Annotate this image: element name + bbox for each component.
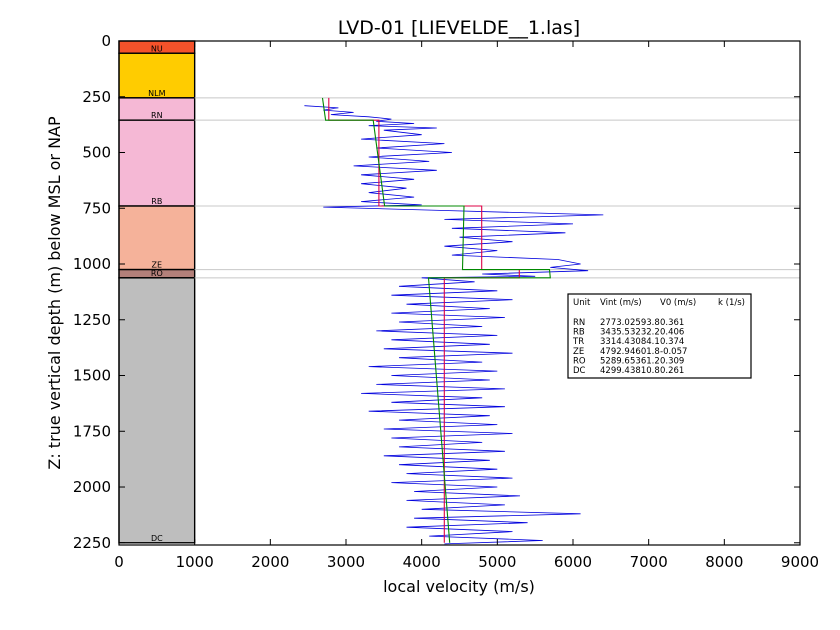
x-tick-label: 5000	[478, 553, 516, 571]
y-tick-label: 1250	[73, 311, 111, 329]
axis-ticks: 0 1000 2000 3000 4000 5000 6000 7000 8000 9000 0 25…	[73, 32, 819, 571]
velocity-table-header: Unit	[573, 298, 591, 308]
y-axis-title: Z: true vertical depth (m) below MSL or …	[45, 116, 64, 470]
y-tick-label: 750	[82, 199, 111, 217]
x-tick-label: 0	[114, 553, 124, 571]
series-layer	[304, 97, 604, 545]
velocity-table-cell: TR	[572, 337, 584, 347]
velocity-table-box	[567, 293, 752, 379]
strat-label-rn: RN	[151, 111, 163, 120]
strat-label-nlm: NLM	[148, 89, 165, 98]
y-tick-label: 1750	[73, 422, 111, 440]
velocity-table-cell: 3084.1	[630, 337, 660, 347]
strat-label-ro: RO	[151, 269, 163, 278]
series-line-1	[304, 105, 604, 545]
y-tick-label: 2000	[73, 478, 111, 496]
velocity-table-cell: 5361.2	[630, 356, 660, 366]
y-tick-label: 250	[82, 88, 111, 106]
strat-label-dc: DC	[151, 534, 163, 543]
chart-title: LVD-01 [LIEVELDE__1.las]	[338, 17, 580, 39]
velocity-table-cell: ZE	[573, 347, 584, 357]
x-tick-label: 8000	[705, 553, 743, 571]
velocity-table-cell: RO	[573, 356, 586, 366]
velocity-table-cell: -0.057	[660, 347, 687, 357]
velocity-table-cell: 4792.9	[600, 347, 630, 357]
velocity-table: Unit Vint (m/s) V0 (m/s) k (1/s) RN 2773.0 259…	[567, 293, 752, 379]
strat-label-ze: ZE	[152, 261, 163, 270]
velocity-table-cell: 3435.5	[600, 328, 630, 338]
x-axis-title: local velocity (m/s)	[383, 577, 535, 596]
strat-unit-nlm	[118, 52, 196, 99]
y-tick-label: 2250	[73, 534, 111, 552]
velocity-table-header: V0 (m/s)	[660, 298, 696, 308]
x-tick-label: 4000	[403, 553, 441, 571]
series-line-3	[321, 97, 551, 543]
x-tick-label: 1000	[176, 553, 214, 571]
y-tick-label: 500	[82, 144, 111, 162]
velocity-table-cell: 3810.8	[630, 366, 660, 376]
velocity-table-cell: DC	[573, 366, 586, 376]
plot-frame	[118, 40, 801, 546]
x-tick-label: 2000	[251, 553, 289, 571]
velocity-table-cell: RN	[573, 318, 585, 328]
y-tick-label: 1000	[73, 255, 111, 273]
strat-unit-rb	[118, 119, 196, 207]
y-tick-label: 1500	[73, 367, 111, 385]
velocity-table-cell: 5289.6	[600, 356, 630, 366]
velocity-table-cell: 0.261	[660, 366, 684, 376]
velocity-table-cell: 3232.2	[630, 328, 660, 338]
x-tick-label: 3000	[327, 553, 365, 571]
velocity-table-cell: 4299.4	[600, 366, 630, 376]
velocity-table-cell: 4601.8	[630, 347, 660, 357]
velocity-table-cell: 2773.0	[600, 318, 630, 328]
strat-unit-dc	[118, 277, 196, 544]
velocity-table-cell: 0.361	[660, 318, 684, 328]
velocity-table-cell: 0.374	[660, 337, 684, 347]
strat-label-nu: NU	[151, 44, 163, 53]
x-tick-label: 6000	[554, 553, 592, 571]
strat-label-rb: RB	[151, 197, 162, 206]
velocity-table-cell: RB	[573, 328, 585, 338]
velocity-table-cell: 3314.4	[600, 337, 630, 347]
velocity-table-header: k (1/s)	[718, 298, 745, 308]
velocity-table-cell: 0.309	[660, 356, 684, 366]
y-tick-label: 0	[101, 32, 111, 50]
velocity-table-cell: 2593.8	[630, 318, 660, 328]
velocity-table-cell: 0.406	[660, 328, 684, 338]
velocity-table-header: Vint (m/s)	[600, 298, 642, 308]
series-line-2	[328, 97, 520, 543]
x-tick-label: 9000	[781, 553, 819, 571]
x-tick-label: 7000	[630, 553, 668, 571]
